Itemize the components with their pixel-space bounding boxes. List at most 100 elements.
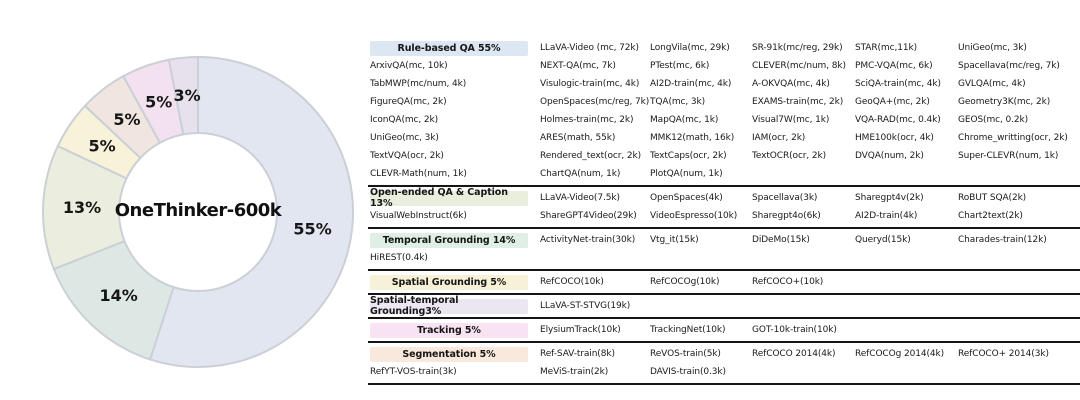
section-header-wrap: Segmentation 5% — [368, 346, 540, 362]
section-header-wrap: Spatial Grounding 5% — [368, 274, 540, 290]
dataset-cell: GVLQA(mc, 4k) — [958, 79, 1026, 89]
dataset-cell: AI2D-train(mc, 4k) — [650, 79, 732, 89]
section-header: Temporal Grounding 14% — [370, 232, 528, 248]
donut-center-label: OneThinker-600k — [114, 200, 282, 221]
dataset-cell: Chrome_writting(ocr, 2k) — [958, 133, 1068, 143]
dataset-cell: ActivityNet-train(30k) — [540, 235, 636, 245]
dataset-row: VisualWebInstruct(6k) ShareGPT4Video(29k)… — [368, 207, 1080, 225]
section-header-row: Spatial-temporal Grounding3% LLaVA-ST-STV… — [368, 295, 1080, 317]
dataset-cell: Visulogic-train(mc, 4k) — [540, 79, 640, 89]
dataset-cell: Charades-train(12k) — [958, 235, 1047, 245]
section-header-wrap: Rule-based QA 55% — [368, 40, 540, 56]
pie-slice-spatial-temporal-grounding — [167, 56, 199, 136]
dataset-cell: TrackingNet(10k) — [650, 325, 726, 335]
dataset-cell: RefCOCOg(10k) — [650, 277, 720, 287]
dataset-cell: HME100k(ocr, 4k) — [855, 133, 934, 143]
section-divider — [368, 341, 1080, 343]
dataset-cell: Spacellava(mc/reg, 7k) — [958, 61, 1060, 71]
dataset-cell: UniGeo(mc, 3k) — [370, 133, 439, 143]
dataset-cell: ChartQA(num, 1k) — [540, 169, 621, 179]
dataset-cell: CLEVER(mc/num, 8k) — [752, 61, 846, 71]
dataset-cell: ShareGPT4Video(29k) — [540, 211, 637, 221]
section-header: Rule-based QA 55% — [370, 40, 528, 56]
dataset-table: Rule-based QA 55% LLaVA-Video (mc, 72k) Lo… — [368, 39, 1080, 387]
dataset-cell: Rendered_text(ocr, 2k) — [540, 151, 641, 161]
pie-slice-rule-based-qa — [149, 56, 354, 368]
dataset-cell: LLaVA-Video (mc, 72k) — [540, 43, 639, 53]
section-header-wrap: Spatial-temporal Grounding3% — [368, 295, 540, 317]
dataset-cell: VQA-RAD(mc, 0.4k) — [855, 115, 941, 125]
dataset-cell: HiREST(0.4k) — [370, 253, 428, 263]
pie-percent-label: 5% — [145, 92, 172, 111]
dataset-cell: GOT-10k-train(10k) — [752, 325, 837, 335]
dataset-cell: TextCaps(ocr, 2k) — [650, 151, 727, 161]
section-header: Spatial Grounding 5% — [370, 274, 528, 290]
section-divider — [368, 227, 1080, 229]
pie-percent-label: 55% — [293, 220, 331, 239]
section-header-row: Temporal Grounding 14% ActivityNet-train(… — [368, 231, 1080, 249]
section-divider — [368, 383, 1080, 385]
section-header: Open-ended QA & Caption 13% — [370, 187, 528, 209]
dataset-cell: Chart2text(2k) — [958, 211, 1023, 221]
dataset-cell: Ref-SAV-train(8k) — [540, 349, 615, 359]
dataset-cell: Vtg_it(15k) — [650, 235, 699, 245]
pie-percent-label: 14% — [99, 286, 137, 305]
dataset-cell: GEOS(mc, 0.2k) — [958, 115, 1029, 125]
section-divider — [368, 293, 1080, 295]
dataset-cell: Spacellava(3k) — [752, 193, 818, 203]
dataset-cell: DVQA(num, 2k) — [855, 151, 924, 161]
dataset-cell: NEXT-QA(mc, 7k) — [540, 61, 616, 71]
dataset-cell: LLaVA-Video(7.5k) — [540, 193, 620, 203]
dataset-cell: PTest(mc, 6k) — [650, 61, 710, 71]
dataset-cell: ReVOS-train(5k) — [650, 349, 721, 359]
dataset-cell: CLEVR-Math(num, 1k) — [370, 169, 467, 179]
pie-percent-label: 3% — [173, 86, 200, 105]
section-header: Tracking 5% — [370, 322, 528, 338]
dataset-row: IconQA(mc, 2k) Holmes-train(mc, 2k) MapQA(… — [368, 111, 1080, 129]
dataset-cell: ArxivQA(mc, 10k) — [370, 61, 448, 71]
dataset-cell: Visual7W(mc, 1k) — [752, 115, 830, 125]
dataset-cell: MeViS-train(2k) — [540, 367, 609, 377]
section-header-row: Rule-based QA 55% LLaVA-Video (mc, 72k) Lo… — [368, 39, 1080, 57]
section-header-row: Spatial Grounding 5% RefCOCO(10k) RefCOCOg… — [368, 273, 1080, 291]
dataset-cell: VisualWebInstruct(6k) — [370, 211, 467, 221]
dataset-cell: RefCOCO+(10k) — [752, 277, 824, 287]
dataset-cell: DiDeMo(15k) — [752, 235, 810, 245]
pie-percent-label: 5% — [88, 136, 115, 155]
section-divider — [368, 317, 1080, 319]
section-header-wrap: Open-ended QA & Caption 13% — [368, 187, 540, 209]
dataset-cell: UniGeo(mc, 3k) — [958, 43, 1027, 53]
dataset-cell: RefCOCO 2014(4k) — [752, 349, 836, 359]
section-divider — [368, 269, 1080, 271]
dataset-cell: MapQA(mc, 1k) — [650, 115, 719, 125]
section-header: Spatial-temporal Grounding3% — [370, 295, 528, 317]
dataset-cell: MMK12(math, 16k) — [650, 133, 735, 143]
dataset-cell: STAR(mc,11k) — [855, 43, 917, 53]
dataset-cell: A-OKVQA(mc, 4k) — [752, 79, 830, 89]
section-header-row: Open-ended QA & Caption 13% LLaVA-Video(7… — [368, 187, 1080, 209]
dataset-cell: SR-91k(mc/reg, 29k) — [752, 43, 843, 53]
dataset-cell: Sharegpt4v(2k) — [855, 193, 924, 203]
dataset-cell: RefCOCO(10k) — [540, 277, 604, 287]
dataset-cell: OpenSpaces(4k) — [650, 193, 723, 203]
dataset-cell: Queryd(15k) — [855, 235, 911, 245]
dataset-cell: RoBUT SQA(2k) — [958, 193, 1027, 203]
dataset-cell: TabMWP(mc/num, 4k) — [370, 79, 467, 89]
dataset-cell: VideoEspresso(10k) — [650, 211, 738, 221]
section-header-row: Segmentation 5% Ref-SAV-train(8k) ReVOS-tr… — [368, 345, 1080, 363]
dataset-row: RefYT-VOS-train(3k) MeViS-train(2k) DAVIS-… — [368, 363, 1080, 381]
section-header: Segmentation 5% — [370, 346, 528, 362]
dataset-row: FigureQA(mc, 2k) OpenSpaces(mc/reg, 7k) TQ… — [368, 93, 1080, 111]
dataset-cell: AI2D-train(4k) — [855, 211, 918, 221]
pie-percent-label: 13% — [63, 198, 101, 217]
dataset-cell: Holmes-train(mc, 2k) — [540, 115, 634, 125]
dataset-cell: FigureQA(mc, 2k) — [370, 97, 447, 107]
dataset-cell: GeoQA+(mc, 2k) — [855, 97, 930, 107]
pie-percent-label: 5% — [113, 110, 140, 129]
dataset-cell: TextVQA(ocr, 2k) — [370, 151, 444, 161]
dataset-cell: Geometry3K(mc, 2k) — [958, 97, 1051, 107]
donut-chart: 55%14%13%5%5%5% 3% — [42, 56, 354, 368]
dataset-cell: Sharegpt4o(6k) — [752, 211, 821, 221]
dataset-row: TabMWP(mc/num, 4k) Visulogic-train(mc, 4k… — [368, 75, 1080, 93]
